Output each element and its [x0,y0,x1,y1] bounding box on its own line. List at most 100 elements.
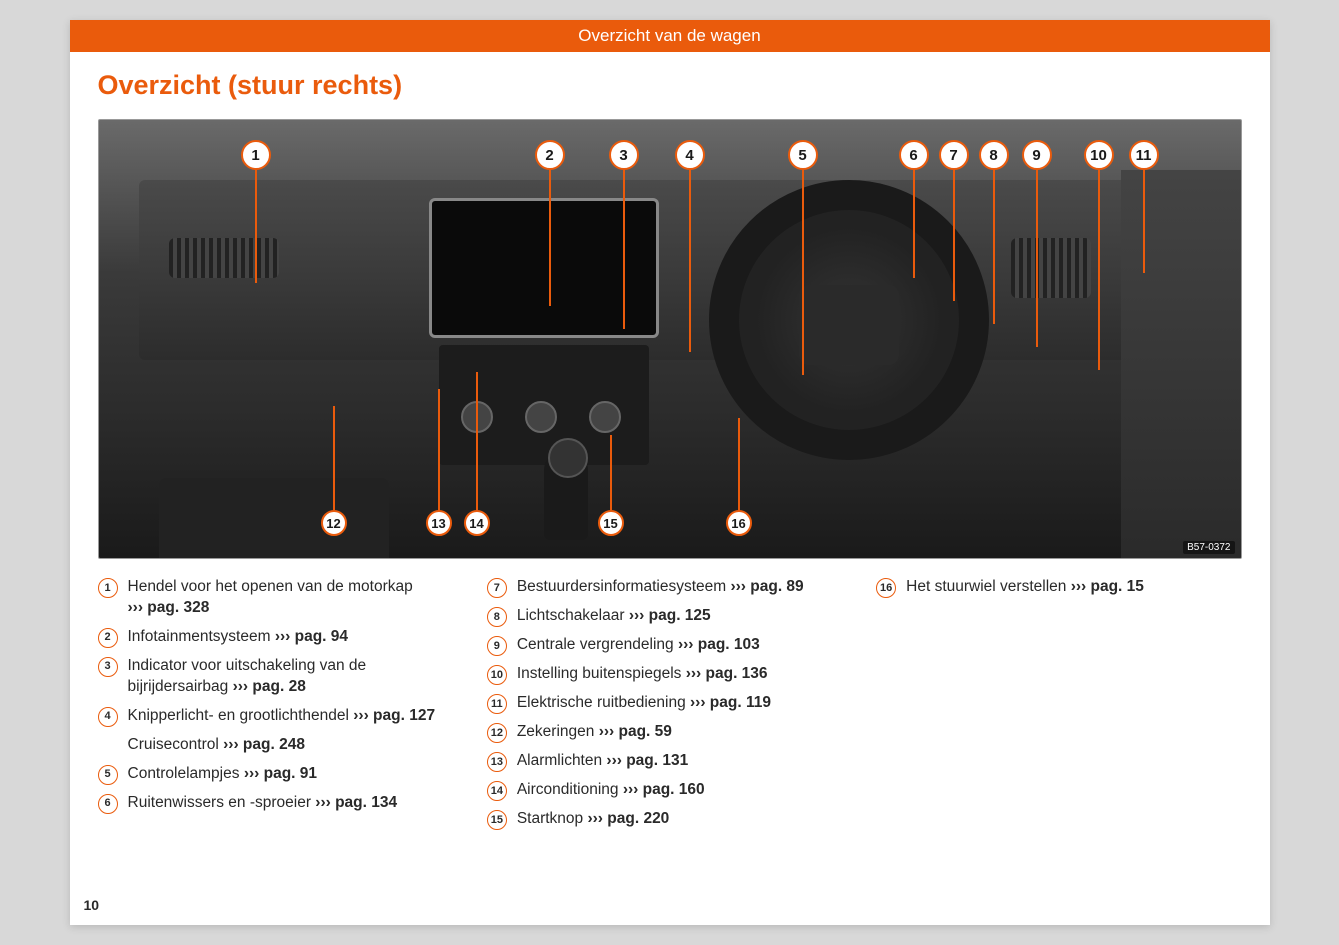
callout-marker: 9 [1022,140,1052,170]
manual-page: Overzicht van de wagen Overzicht (stuur … [70,20,1270,925]
page-body: Overzicht (stuur rechts) B57-0372 123456… [70,52,1270,830]
legend-item: 6Ruitenwissers en -sproeier ››› pag. 134 [98,793,463,814]
page-reference: ››› pag. 91 [244,765,317,782]
dashboard-figure: B57-0372 12345678910111213141516 [98,119,1242,559]
callout-leader [333,406,336,510]
figure-code: B57-0372 [1183,541,1234,554]
callout-marker: 3 [609,140,639,170]
air-vent-left [169,238,279,278]
page-title: Overzicht (stuur rechts) [98,70,1242,101]
callout-marker: 15 [598,510,624,536]
callout-leader [438,389,441,510]
legend-number: 3 [98,657,118,677]
door-panel-right [1121,170,1241,559]
legend-item: 9 Centrale vergrendeling ››› pag. 103 [487,635,852,656]
page-reference: ››› pag. 28 [233,678,306,695]
legend-column: 1 Hendel voor het openen van de motorkap … [98,577,463,830]
callout-leader [993,170,996,324]
page-reference: ››› pag. 160 [623,781,705,798]
legend-text: Infotainmentsysteem ››› pag. 94 [128,627,463,648]
legend-number: 9 [487,636,507,656]
callout-leader [913,170,916,278]
legend-item: 2 Infotainmentsysteem ››› pag. 94 [98,627,463,648]
page-reference: ››› pag. 15 [1071,578,1144,595]
page-reference: ››› pag. 59 [599,723,672,740]
callout-leader [953,170,956,301]
legend-number: 10 [487,665,507,685]
callout-leader [689,170,692,352]
legend-text: Zekeringen ››› pag. 59 [517,722,852,743]
legend-number: 15 [487,810,507,830]
legend-item: 11Elektrische ruitbediening ››› pag. 119 [487,693,852,714]
steering-hub [799,285,899,365]
seat-left [159,478,389,558]
page-reference: ››› pag. 127 [353,707,435,724]
legend-number: 4 [98,707,118,727]
legend-text: Hendel voor het openen van de motorkap ›… [128,577,463,619]
legend-item: 3Indicator voor uitschakeling van de bij… [98,656,463,698]
callout-marker: 8 [979,140,1009,170]
header-bar: Overzicht van de wagen [70,20,1270,52]
legend-text: Knipperlicht- en grootlichthendel ››› pa… [128,706,463,727]
legend-number: 1 [98,578,118,598]
legend-item: 13Alarmlichten ››› pag. 131 [487,751,852,772]
callout-leader [476,372,479,510]
legend-text: Airconditioning ››› pag. 160 [517,780,852,801]
callout-leader [1143,170,1146,273]
page-number: 10 [84,897,100,913]
legend-subitem: Cruisecontrol ››› pag. 248 [128,735,463,756]
legend-item: 4 Knipperlicht- en grootlichthendel ››› p… [98,706,463,727]
page-reference: ››› pag. 89 [730,578,803,595]
legend-text: Centrale vergrendeling ››› pag. 103 [517,635,852,656]
callout-marker: 14 [464,510,490,536]
callout-marker: 13 [426,510,452,536]
page-reference: ››› pag. 328 [128,599,210,616]
legend-number: 5 [98,765,118,785]
legend-number: 2 [98,628,118,648]
callout-marker: 11 [1129,140,1159,170]
legend-item: 7Bestuurdersinformatiesysteem ››› pag. 8… [487,577,852,598]
legend-number: 6 [98,794,118,814]
page-reference: ››› pag. 248 [223,736,305,753]
legend-column: 16 Het stuurwiel verstellen ››› pag. 15 [876,577,1241,830]
legend-item: 5 Controlelampjes ››› pag. 91 [98,764,463,785]
legend-number: 8 [487,607,507,627]
legend-item: 16 Het stuurwiel verstellen ››› pag. 15 [876,577,1241,598]
legend-item: 12 Zekeringen ››› pag. 59 [487,722,852,743]
legend: 1 Hendel voor het openen van de motorkap … [98,577,1242,830]
center-console [439,345,649,465]
legend-number: 13 [487,752,507,772]
legend-text: Het stuurwiel verstellen ››› pag. 15 [906,577,1241,598]
page-reference: ››› pag. 131 [606,752,688,769]
legend-item: 14Airconditioning ››› pag. 160 [487,780,852,801]
legend-text: Controlelampjes ››› pag. 91 [128,764,463,785]
callout-leader [549,170,552,306]
climate-knob [525,401,557,433]
legend-column: 7Bestuurdersinformatiesysteem ››› pag. 8… [487,577,852,830]
callout-marker: 4 [675,140,705,170]
legend-item: 10Instelling buitenspiegels ››› pag. 136 [487,664,852,685]
legend-text: Startknop ››› pag. 220 [517,809,852,830]
callout-leader [623,170,626,329]
legend-item: 8Lichtschakelaar ››› pag. 125 [487,606,852,627]
callout-leader [610,435,613,510]
page-reference: ››› pag. 220 [587,810,669,827]
callout-marker: 2 [535,140,565,170]
callout-marker: 6 [899,140,929,170]
page-reference: ››› pag. 136 [686,665,768,682]
callout-leader [255,170,258,283]
legend-number: 11 [487,694,507,714]
legend-item: 15 Startknop ››› pag. 220 [487,809,852,830]
legend-text: Bestuurdersinformatiesysteem ››› pag. 89 [517,577,852,598]
callout-marker: 7 [939,140,969,170]
legend-item: 1 Hendel voor het openen van de motorkap … [98,577,463,619]
callout-marker: 10 [1084,140,1114,170]
page-reference: ››› pag. 125 [629,607,711,624]
page-reference: ››› pag. 94 [275,628,348,645]
callout-leader [802,170,805,375]
gear-shifter [544,450,588,540]
air-vent-right [1011,238,1091,298]
legend-number: 16 [876,578,896,598]
legend-number: 12 [487,723,507,743]
callout-marker: 1 [241,140,271,170]
